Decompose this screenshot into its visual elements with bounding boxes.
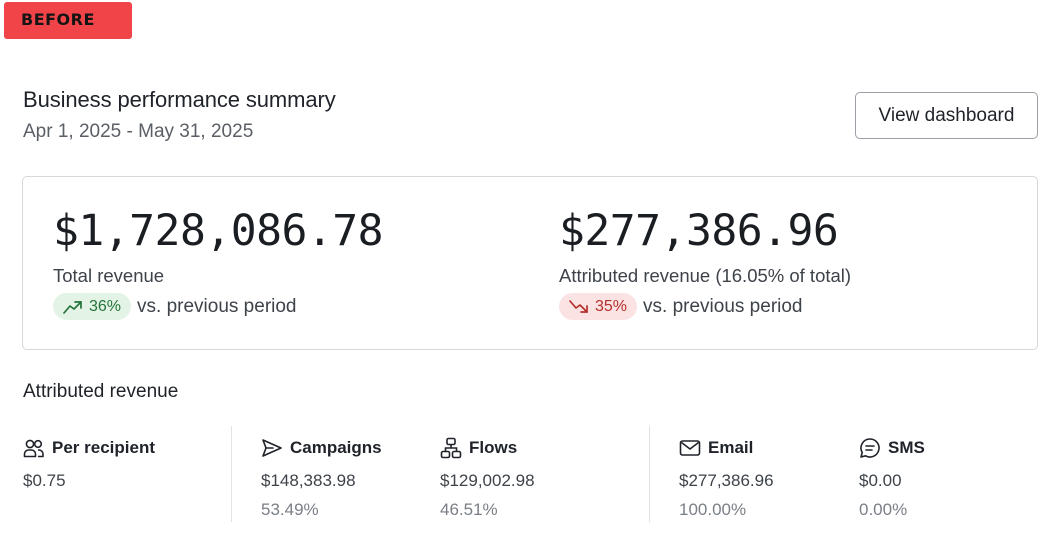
flow-icon bbox=[440, 437, 462, 459]
trend-down-icon bbox=[569, 299, 588, 313]
stat-label: Campaigns bbox=[290, 438, 382, 457]
comparison-text: vs. previous period bbox=[643, 295, 803, 317]
attributed-revenue-change: 35% vs. previous period bbox=[559, 293, 803, 320]
users-icon bbox=[23, 439, 44, 458]
stat-value: $129,002.98 bbox=[440, 471, 535, 490]
change-up-value: 36% bbox=[89, 297, 122, 315]
total-revenue-label: Total revenue bbox=[53, 265, 165, 286]
attributed-section-title: Attributed revenue bbox=[23, 381, 179, 402]
stat-per-recipient: Per recipient $0.75 bbox=[23, 436, 155, 490]
stat-label: SMS bbox=[888, 438, 925, 457]
stat-percent: 53.49% bbox=[261, 500, 319, 519]
before-tag: BEFORE bbox=[4, 2, 132, 39]
stat-value: $277,386.96 bbox=[679, 471, 774, 490]
stat-flows: Flows $129,002.98 46.51% bbox=[440, 436, 535, 519]
stat-label: Email bbox=[708, 438, 754, 457]
divider bbox=[649, 426, 650, 522]
stat-sms: SMS $0.00 0.00% bbox=[859, 436, 925, 519]
total-revenue-value: $1,728,086.78 bbox=[53, 206, 384, 256]
attributed-revenue-value: $277,386.96 bbox=[559, 206, 839, 256]
stat-value: $148,383.98 bbox=[261, 471, 356, 490]
stat-value: $0.00 bbox=[859, 471, 902, 490]
view-dashboard-button[interactable]: View dashboard bbox=[855, 92, 1038, 139]
send-icon bbox=[262, 439, 282, 457]
total-revenue-change: 36% vs. previous period bbox=[53, 293, 297, 320]
comparison-text: vs. previous period bbox=[137, 295, 297, 317]
summary-card: $1,728,086.78 Total revenue 36% vs. prev… bbox=[22, 176, 1038, 350]
stat-label: Per recipient bbox=[52, 438, 155, 457]
change-up-badge: 36% bbox=[53, 293, 132, 320]
sms-icon bbox=[860, 438, 880, 458]
date-range: Apr 1, 2025 - May 31, 2025 bbox=[23, 121, 254, 142]
change-down-badge: 35% bbox=[559, 293, 638, 320]
trend-up-icon bbox=[63, 300, 82, 314]
stat-email: Email $277,386.96 100.00% bbox=[679, 436, 774, 519]
change-down-value: 35% bbox=[595, 297, 628, 315]
mail-icon bbox=[679, 440, 701, 456]
stat-percent: 46.51% bbox=[440, 500, 498, 519]
attributed-revenue-label: Attributed revenue (16.05% of total) bbox=[559, 265, 852, 286]
stat-campaigns: Campaigns $148,383.98 53.49% bbox=[261, 436, 382, 519]
stat-label: Flows bbox=[469, 438, 518, 457]
page-title: Business performance summary bbox=[23, 87, 336, 112]
stat-value: $0.75 bbox=[23, 471, 66, 490]
divider bbox=[231, 426, 232, 522]
stat-percent: 100.00% bbox=[679, 500, 747, 519]
stat-percent: 0.00% bbox=[859, 500, 908, 519]
